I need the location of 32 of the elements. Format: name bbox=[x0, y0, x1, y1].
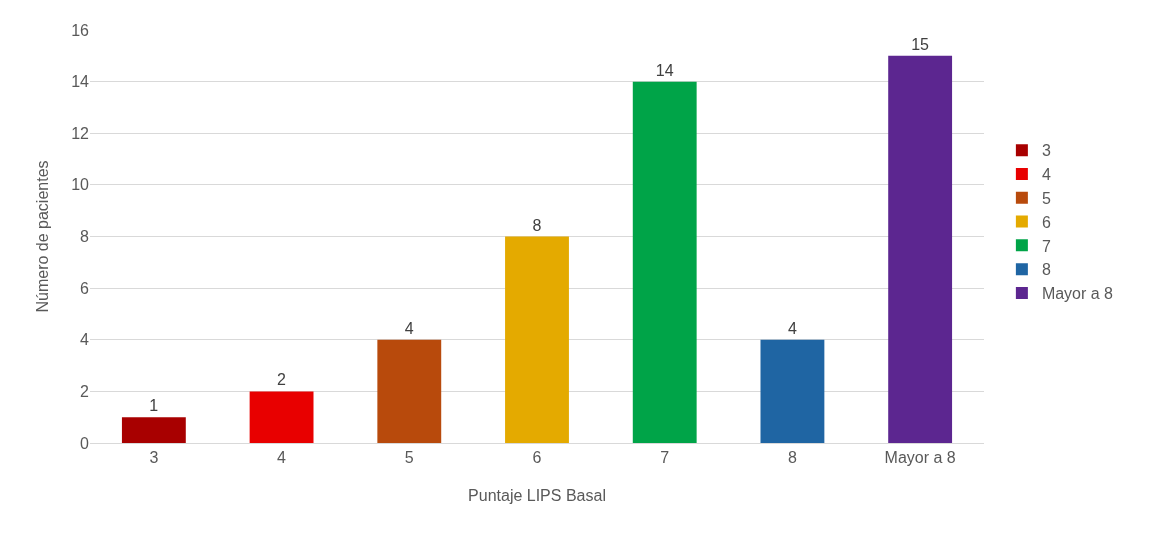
y-tick-label: 2 bbox=[80, 382, 90, 400]
x-tick-label: Mayor a 8 bbox=[884, 449, 956, 467]
x-axis-title: Puntaje LIPS Basal bbox=[468, 487, 606, 504]
data-label: 4 bbox=[787, 319, 797, 337]
y-tick-label: 14 bbox=[71, 73, 90, 91]
x-tick-label: 8 bbox=[787, 449, 797, 467]
legend-label: 5 bbox=[1041, 189, 1051, 207]
y-axis-title: Número de pacientes bbox=[34, 160, 51, 313]
x-tick-label: 4 bbox=[277, 449, 287, 467]
y-tick-label: 10 bbox=[71, 176, 90, 194]
x-tick-label: 3 bbox=[149, 449, 159, 467]
y-tick-label: 16 bbox=[71, 21, 90, 39]
legend-label: Mayor a 8 bbox=[1041, 285, 1114, 303]
data-label: 2 bbox=[277, 371, 287, 389]
y-tick-label: 0 bbox=[80, 434, 90, 452]
data-label: 8 bbox=[532, 216, 542, 234]
legend-label: 8 bbox=[1041, 261, 1051, 279]
y-tick-label: 12 bbox=[71, 124, 90, 142]
x-tick-label: 7 bbox=[660, 449, 670, 467]
legend-label: 7 bbox=[1041, 237, 1051, 255]
data-label: 15 bbox=[911, 35, 930, 53]
y-tick-label: 8 bbox=[80, 228, 90, 246]
y-tick-label: 6 bbox=[80, 279, 90, 297]
data-label: 14 bbox=[655, 61, 674, 79]
data-label: 1 bbox=[149, 397, 159, 415]
data-label: 4 bbox=[404, 319, 414, 337]
y-tick-label: 4 bbox=[80, 331, 90, 349]
legend-label: 3 bbox=[1041, 142, 1051, 160]
legend-label: 6 bbox=[1041, 213, 1051, 231]
x-tick-label: 5 bbox=[404, 449, 414, 467]
x-tick-label: 6 bbox=[532, 449, 542, 467]
legend-label: 4 bbox=[1041, 166, 1051, 184]
